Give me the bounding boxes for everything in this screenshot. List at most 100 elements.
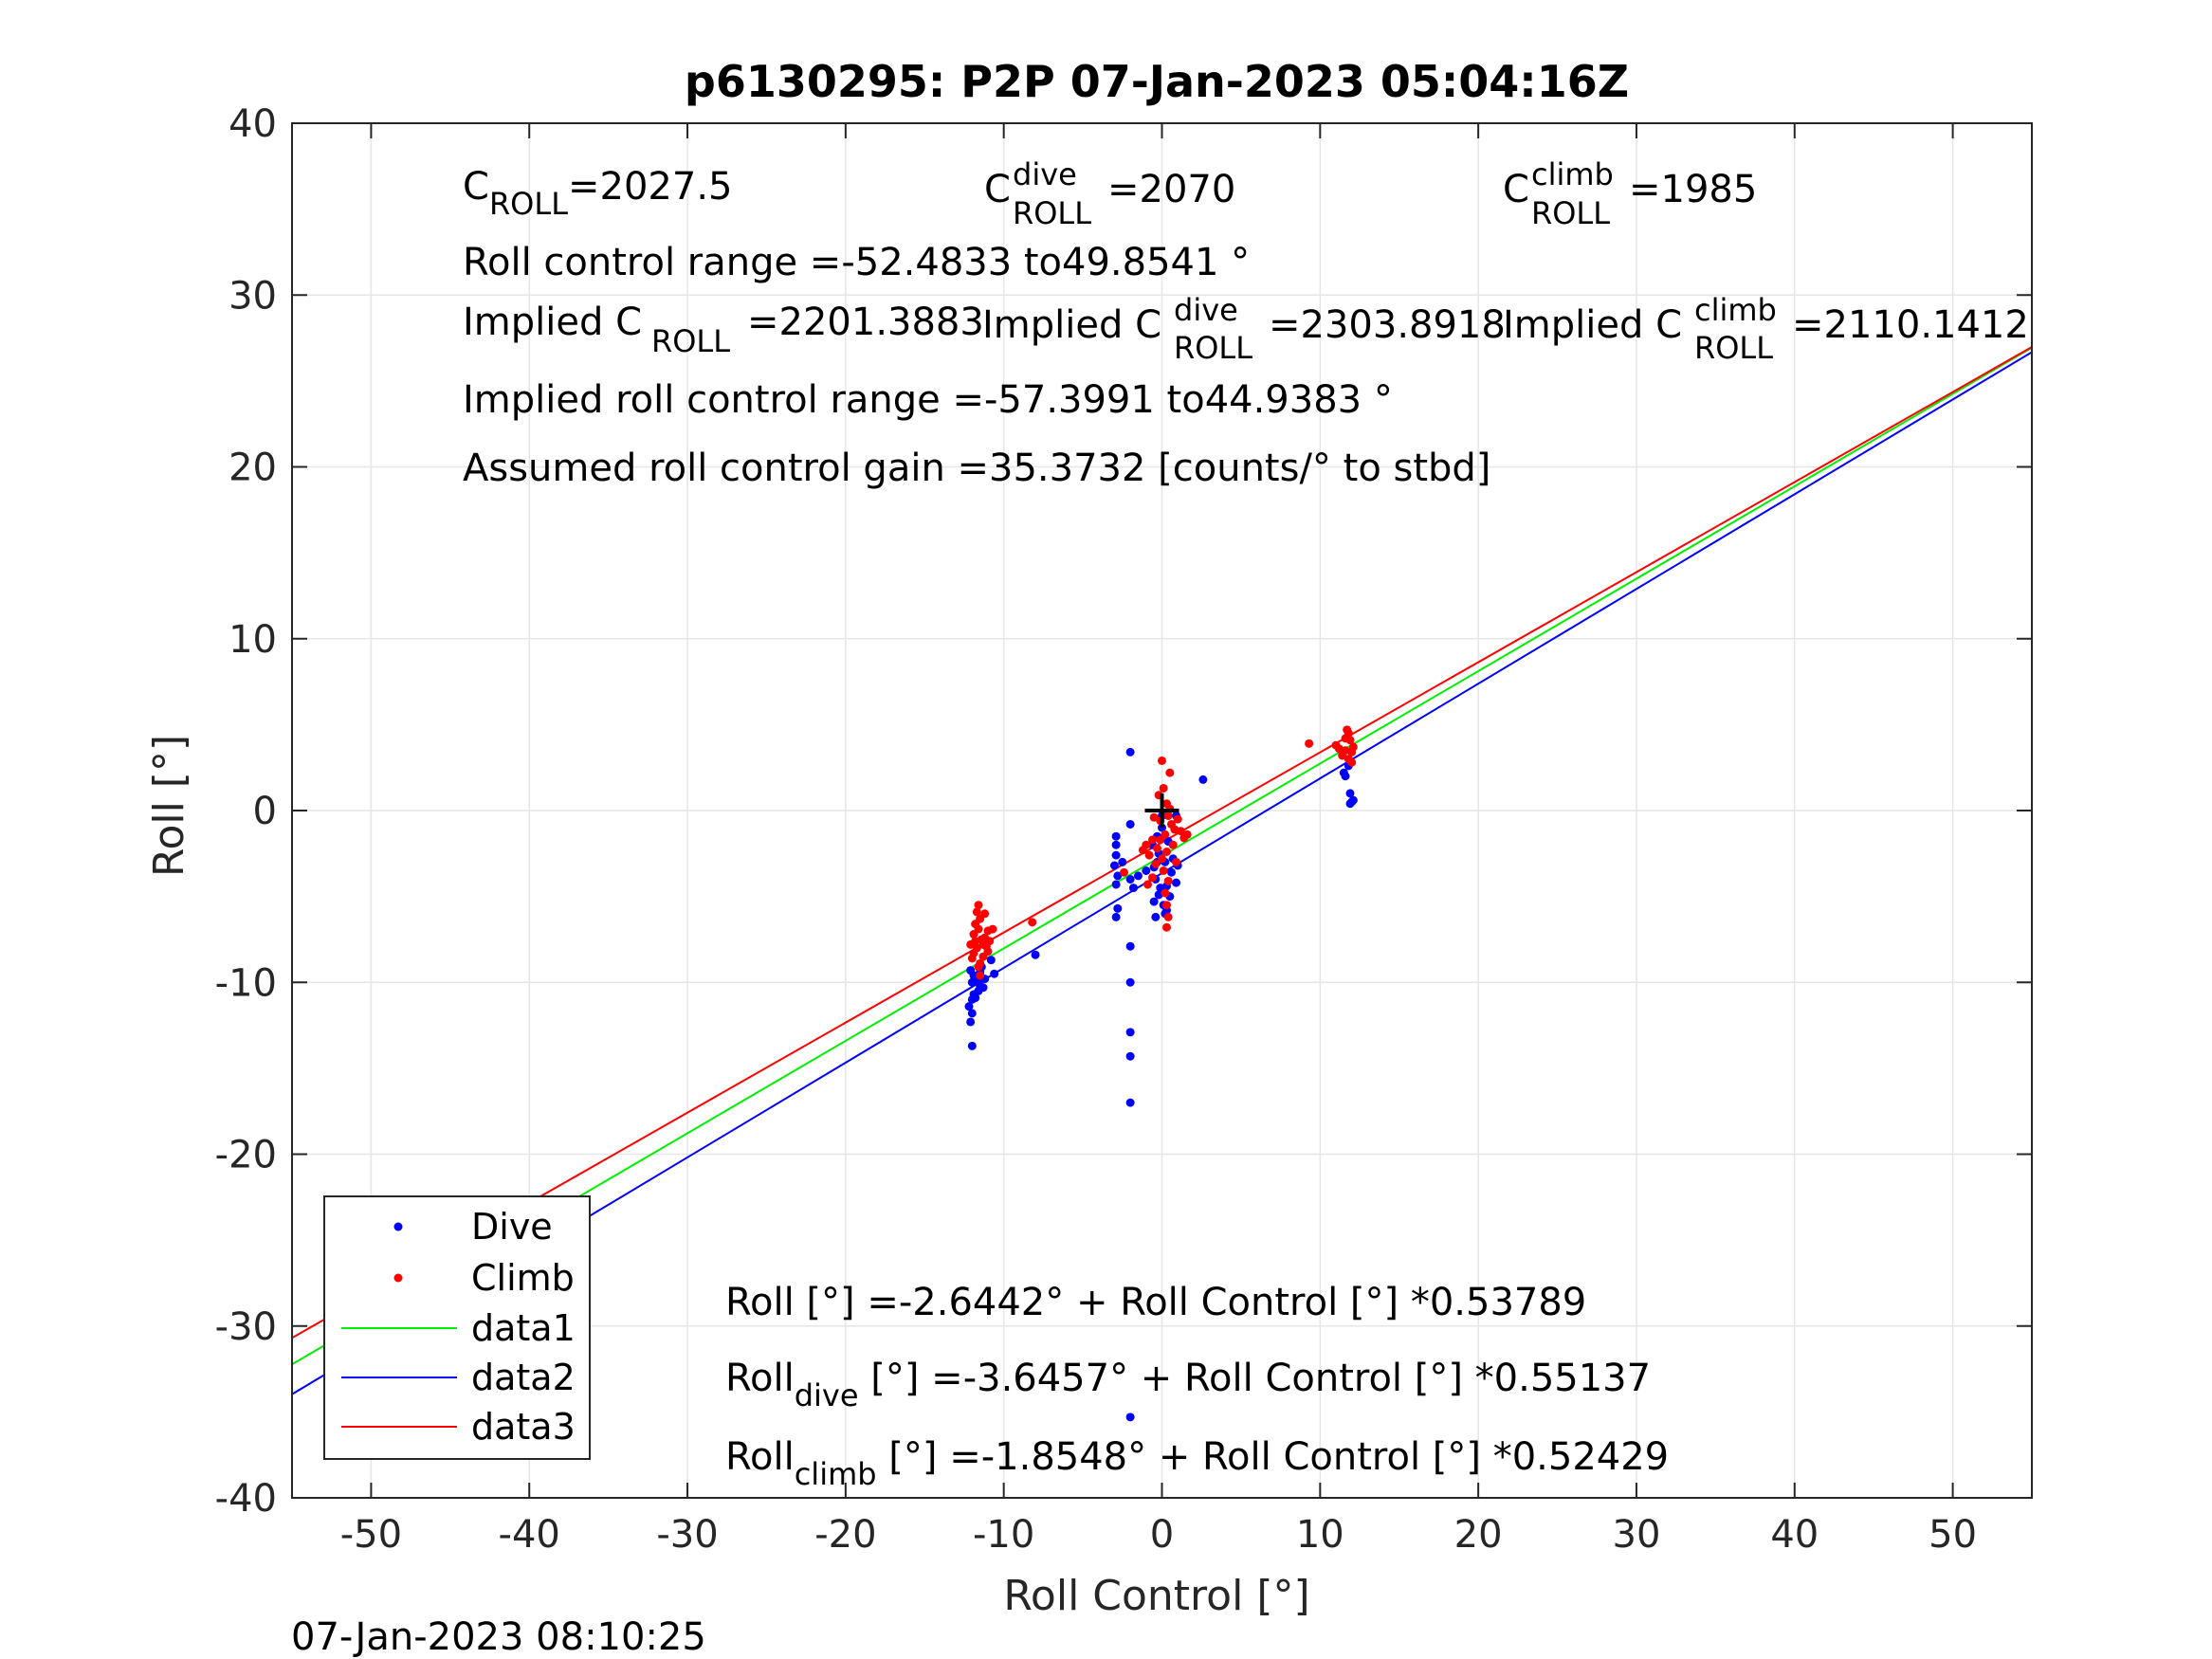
- dive-point: [978, 983, 988, 993]
- climb-point: [1345, 736, 1355, 745]
- climb-point: [1305, 738, 1314, 748]
- climb-point: [1168, 840, 1178, 849]
- svg-text:C: C: [1503, 168, 1529, 211]
- svg-text:ROLL: ROLL: [651, 323, 730, 359]
- legend-climb-label: Climb: [471, 1257, 575, 1299]
- implied-c-roll-annotation: Implied C ROLL =2201.3883: [463, 301, 984, 359]
- svg-text:=2201.3883: =2201.3883: [747, 301, 984, 344]
- svg-text:climb: climb: [1694, 292, 1777, 328]
- climb-point: [1177, 827, 1186, 836]
- dive-point: [967, 977, 977, 987]
- dive-point: [986, 956, 996, 965]
- climb-point: [1159, 783, 1168, 793]
- climb-point: [1138, 846, 1147, 855]
- dive-point: [1125, 941, 1135, 951]
- x-tick-label: -40: [499, 1513, 560, 1557]
- dive-point: [1158, 823, 1166, 832]
- dive-point: [1149, 897, 1159, 906]
- dive-point: [967, 1041, 977, 1050]
- x-tick-label: 20: [1454, 1513, 1503, 1557]
- climb-point: [1028, 918, 1037, 927]
- dive-point: [1031, 950, 1040, 959]
- dive-point: [1198, 775, 1208, 784]
- svg-text:Implied C: Implied C: [982, 303, 1161, 347]
- y-tick-label: 40: [229, 102, 277, 146]
- climb-point: [1158, 756, 1166, 765]
- svg-text:Implied C: Implied C: [463, 301, 642, 344]
- legend-data1-label: data1: [471, 1307, 576, 1349]
- dive-point: [966, 966, 976, 975]
- dive-point: [1125, 820, 1135, 829]
- svg-text:ROLL: ROLL: [1174, 330, 1252, 366]
- climb-point: [1156, 835, 1165, 845]
- series-climb: [966, 725, 1358, 980]
- x-tick-label: -20: [814, 1513, 876, 1557]
- x-tick-label: -50: [340, 1513, 402, 1557]
- climb-point: [980, 909, 990, 919]
- x-tick-label: 0: [1150, 1513, 1174, 1557]
- svg-text:C: C: [984, 168, 1011, 211]
- timestamp: 07-Jan-2023 08:10:25: [291, 1615, 706, 1659]
- dive-point: [967, 1009, 977, 1018]
- climb-point: [1344, 755, 1353, 764]
- climb-point: [1182, 830, 1192, 839]
- climb-point: [976, 971, 985, 980]
- svg-text:=1985: =1985: [1629, 168, 1757, 211]
- climb-point: [972, 907, 981, 917]
- x-tick-label: -30: [656, 1513, 718, 1557]
- climb-point: [1162, 901, 1172, 910]
- x-tick-label: 30: [1613, 1513, 1661, 1557]
- dive-point: [1118, 857, 1127, 866]
- dive-point: [1111, 850, 1121, 860]
- fit-all-annotation: Roll [°] =-2.6442° + Roll Control [°] *0…: [725, 1281, 1586, 1324]
- dive-point: [1142, 866, 1151, 875]
- climb-point: [1147, 835, 1157, 845]
- y-tick-label: -40: [215, 1477, 277, 1521]
- dive-point: [1167, 867, 1177, 877]
- climb-point: [974, 962, 983, 972]
- climb-point: [1149, 812, 1159, 822]
- dive-point: [1341, 772, 1350, 781]
- svg-text:Implied C: Implied C: [1503, 303, 1682, 347]
- legend-dive-label: Dive: [471, 1206, 553, 1248]
- c-roll-annotation: CROLL=2027.5: [463, 165, 733, 222]
- climb-point: [1162, 922, 1172, 932]
- dive-point: [964, 1002, 974, 1012]
- dive-point: [1125, 1413, 1135, 1422]
- dive-point: [1125, 747, 1135, 757]
- x-axis-label: Roll Control [°]: [1003, 1572, 1309, 1620]
- legend-dive-marker: [393, 1222, 403, 1231]
- climb-point: [983, 947, 993, 957]
- climb-point: [966, 939, 976, 949]
- x-tick-label: 50: [1929, 1513, 1977, 1557]
- dive-point: [1133, 871, 1143, 881]
- climb-point: [1163, 811, 1173, 820]
- axes: -50 -40 -30 -20 -10 0 10 20 30 40 50 -40 -30 -20 -10 0 1…: [215, 102, 2033, 1557]
- y-axis-label: Roll [°]: [145, 735, 193, 877]
- climb-point: [988, 924, 997, 934]
- series-layer: [292, 346, 2032, 1422]
- x-tick-label: 40: [1770, 1513, 1819, 1557]
- c-roll-climb-annotation: C climb ROLL =1985: [1503, 156, 1757, 231]
- climb-point: [1144, 850, 1154, 860]
- climb-point: [974, 901, 983, 910]
- dive-point: [971, 994, 980, 1003]
- legend-climb-marker: [393, 1273, 403, 1283]
- svg-text:=2110.1412: =2110.1412: [1792, 303, 2029, 347]
- climb-point: [1158, 854, 1166, 864]
- climb-point: [967, 954, 977, 963]
- legend-data3-label: data3: [471, 1406, 576, 1448]
- dive-point: [1113, 871, 1123, 881]
- dive-point: [1113, 903, 1123, 913]
- y-tick-label: 0: [253, 790, 277, 833]
- c-roll-dive-annotation: C dive ROLL =2070: [984, 156, 1235, 231]
- y-tick-label: 30: [229, 274, 277, 318]
- climb-point: [1344, 728, 1353, 738]
- legend-data2-label: data2: [471, 1357, 576, 1398]
- top-annotations: CROLL=2027.5 C dive ROLL =2070 C climb R…: [463, 156, 2029, 490]
- climb-point: [1152, 844, 1161, 853]
- implied-c-roll-climb-annotation: Implied C climb ROLL =2110.1412: [1503, 292, 2029, 366]
- y-tick-label: -30: [215, 1305, 277, 1349]
- roll-control-range-annotation: Roll control range =-52.4833 to49.8541 °: [463, 241, 1250, 284]
- dive-point: [1125, 1028, 1135, 1037]
